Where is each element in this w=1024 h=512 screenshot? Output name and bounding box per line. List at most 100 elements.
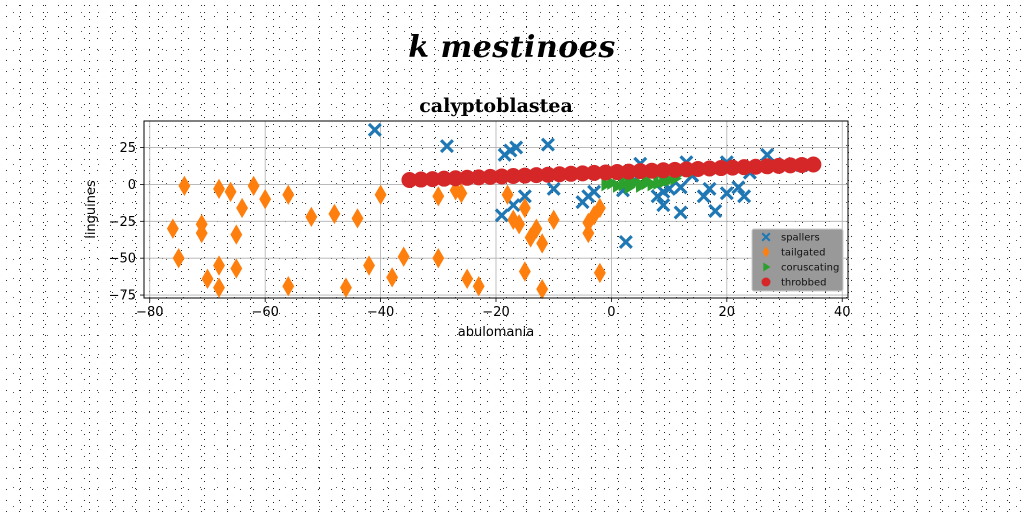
- spallers-point: [367, 122, 382, 137]
- throbbed-point: [563, 165, 580, 182]
- spallers-point: [656, 198, 671, 213]
- coruscating-point: [647, 177, 659, 192]
- coruscating-point: [607, 175, 619, 190]
- spallers-point: [731, 180, 746, 195]
- throbbed-point: [643, 162, 660, 179]
- spallers-point: [546, 181, 561, 196]
- throbbed-point: [436, 170, 453, 187]
- tailgated-point: [172, 248, 185, 269]
- tailgated-point: [582, 222, 595, 244]
- tailgated-point: [166, 218, 179, 239]
- throbbed-point: [805, 156, 822, 173]
- throbbed-point: [424, 171, 441, 188]
- x-tick-label: −60: [251, 305, 278, 320]
- spallers-point: [587, 184, 602, 199]
- tailgated-point: [461, 268, 474, 289]
- legend-marker-spallers: [761, 232, 771, 242]
- tailgated-point: [328, 203, 341, 225]
- tailgated-point: [230, 224, 243, 245]
- tailgated-point: [340, 277, 352, 298]
- spallers-point: [760, 147, 775, 162]
- legend-label-throbbed: throbbed: [781, 278, 826, 289]
- coruscating-point: [601, 177, 613, 192]
- tailgated-point: [224, 181, 237, 202]
- throbbed-point: [447, 170, 464, 187]
- spallers-point: [673, 205, 688, 220]
- axis-ticks: −80 −60 −40 −20 0 20 40 25 0 −25 −50 −75: [109, 141, 851, 320]
- throbbed-point: [597, 164, 614, 181]
- spallers-point: [517, 189, 532, 204]
- tailgated-point: [593, 262, 606, 284]
- x-axis-label: abulomania: [458, 325, 534, 340]
- tailgated-point: [247, 175, 260, 197]
- tailgated-point: [513, 214, 526, 235]
- spallers-point: [540, 137, 555, 152]
- spallers-point: [737, 189, 752, 204]
- tailgated-point: [305, 206, 318, 228]
- throbbed-point: [505, 168, 522, 185]
- tailgated-point: [455, 183, 468, 204]
- throbbed-point: [539, 166, 556, 183]
- throbbed-point: [586, 164, 603, 181]
- legend-box: [751, 228, 844, 292]
- spallers-point: [506, 198, 521, 213]
- tailgated-point: [213, 178, 225, 199]
- tailgated-point: [472, 276, 485, 297]
- tailgated-point: [374, 184, 387, 205]
- tailgated-point: [397, 246, 410, 267]
- spallers-point: [618, 234, 633, 249]
- throbbed-point: [793, 156, 810, 173]
- throbbed-point: [528, 167, 545, 184]
- y-tick-label: 0: [128, 178, 136, 193]
- spallers-point: [673, 180, 688, 195]
- throbbed-point: [493, 168, 510, 185]
- tailgated-point: [230, 258, 243, 279]
- tailgated-point: [432, 186, 445, 207]
- tailgated-point: [201, 268, 214, 289]
- x-tick-label: 20: [719, 305, 736, 320]
- throbbed-point: [724, 159, 741, 176]
- tailgated-point: [236, 197, 249, 219]
- throbbed-point: [459, 169, 476, 186]
- coruscating-point: [624, 180, 636, 195]
- throbbed-point: [678, 161, 695, 178]
- coruscating-point: [636, 178, 648, 193]
- x-tick-label: −80: [136, 305, 163, 320]
- y-axis-label: linguines: [84, 180, 99, 239]
- spallers-point: [702, 181, 717, 196]
- tailgated-point: [536, 279, 549, 300]
- tailgated-point: [530, 218, 543, 239]
- tailgated-point: [518, 261, 531, 282]
- throbbed-point: [574, 165, 591, 182]
- legend-label-tailgated: tailgated: [781, 248, 826, 259]
- legend-marker-throbbed: [761, 277, 771, 287]
- tailgated-point: [588, 205, 601, 226]
- legend-label-coruscating: coruscating: [781, 263, 839, 274]
- spallers-point: [494, 208, 509, 223]
- tailgated-point: [351, 208, 364, 229]
- throbbed-point: [770, 157, 787, 174]
- throbbed-point: [701, 160, 718, 177]
- throbbed-point: [655, 162, 672, 179]
- tailgated-point: [501, 184, 514, 205]
- tailgated-point: [259, 189, 272, 210]
- throbbed-point: [713, 160, 730, 177]
- throbbed-point: [551, 166, 568, 183]
- throbbed-point: [516, 167, 533, 184]
- tailgated-point: [282, 184, 295, 205]
- legend-marker-coruscating: [763, 262, 771, 272]
- throbbed-point: [736, 159, 753, 176]
- tailgated-point: [195, 222, 208, 244]
- x-tick-label: 0: [607, 305, 615, 320]
- tailgated-point: [432, 248, 445, 269]
- throbbed-point: [401, 172, 418, 188]
- y-tick-label: −75: [109, 289, 136, 304]
- chart-title: calyptoblastea: [419, 95, 573, 117]
- y-tick-label: 25: [119, 141, 136, 156]
- throbbed-point: [482, 168, 499, 185]
- tailgated-point: [213, 277, 225, 298]
- throbbed-point: [666, 161, 683, 178]
- throbbed-point: [689, 160, 706, 177]
- x-tick-label: 40: [834, 305, 851, 320]
